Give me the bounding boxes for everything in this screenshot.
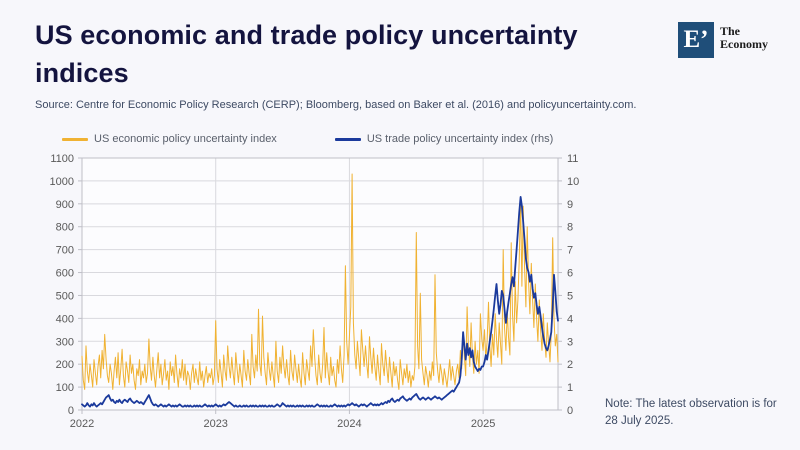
x-axis-tick-label: 2025 [471, 418, 495, 430]
chart-area: 0 0 100 1 200 2 300 3 400 4 500 5 600 6 700 7 800 8 900 9 10… [0, 128, 640, 443]
left-axis-tick-label: 800 [56, 222, 74, 234]
left-axis-tick-label: 1100 [50, 153, 74, 165]
legend-swatch-trade [334, 137, 361, 141]
plot-border [81, 157, 559, 411]
left-axis-tick-label: 900 [56, 199, 74, 211]
source-text: Source: Centre for Economic Policy Resea… [35, 99, 637, 111]
left-axis-tick-label: 500 [56, 290, 74, 302]
x-axis-tick-label: 2023 [203, 418, 227, 430]
right-axis-tick-label: 7 [567, 245, 573, 257]
right-axis-tick-label: 1 [567, 382, 573, 394]
logo-mark-icon: E’ [678, 22, 714, 58]
logo-wordmark-line2: Economy [720, 37, 768, 51]
legend-item-trade: US trade policy uncertainty index (rhs) [334, 133, 554, 145]
left-axis-tick-label: 200 [56, 359, 74, 371]
left-axis-tick-label: 400 [56, 313, 74, 325]
left-axis-tick-label: 0 [68, 405, 74, 417]
left-axis-tick-label: 1000 [50, 176, 74, 188]
left-axis-tick-label: 300 [56, 336, 74, 348]
right-axis-tick-label: 10 [567, 176, 579, 188]
left-axis-tick-label: 700 [56, 245, 74, 257]
chart-legend: US economic policy uncertainty index US … [62, 133, 553, 145]
right-axis-tick-label: 8 [567, 222, 573, 234]
right-axis-tick-label: 6 [567, 268, 573, 280]
right-axis-tick-label: 0 [567, 405, 573, 417]
right-axis-tick-label: 4 [567, 313, 573, 325]
right-axis-tick-label: 11 [567, 153, 578, 165]
logo-wordmark: The Economy [720, 25, 768, 51]
legend-swatch-economic [62, 137, 88, 141]
x-axis-tick-label: 2022 [70, 418, 94, 430]
logo-wordmark-line1: The [720, 24, 741, 38]
trade-uncertainty-line [81, 196, 559, 408]
legend-label-trade: US trade policy uncertainty index (rhs) [366, 133, 554, 145]
legend-label-economic: US economic policy uncertainty index [94, 133, 277, 145]
left-axis-tick-label: 600 [56, 268, 74, 280]
logo: E’ The Economy [678, 22, 768, 58]
page-title: US economic and trade policy uncertainty… [35, 20, 578, 88]
x-axis-tick-label: 2024 [337, 418, 361, 430]
left-axis-tick-label: 100 [56, 382, 74, 394]
right-axis-tick-label: 3 [567, 336, 573, 348]
right-axis-tick-label: 9 [567, 199, 573, 211]
right-axis-tick-label: 2 [567, 359, 573, 371]
economic-uncertainty-line [81, 173, 559, 390]
legend-item-economic: US economic policy uncertainty index [62, 133, 277, 145]
uncertainty-indices-chart: 0 0 100 1 200 2 300 3 400 4 500 5 600 6 700 7 800 8 900 9 10… [50, 153, 580, 430]
right-axis-tick-label: 5 [567, 290, 573, 302]
note-text: Note: The latest observation is for 28 J… [605, 398, 777, 427]
